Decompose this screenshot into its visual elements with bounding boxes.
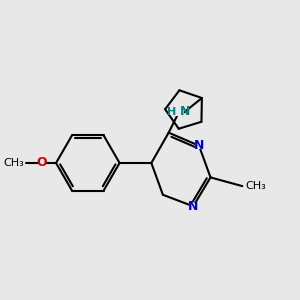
Text: N: N: [194, 139, 204, 152]
FancyBboxPatch shape: [38, 160, 45, 166]
Text: CH₃: CH₃: [4, 158, 24, 168]
Text: N: N: [180, 105, 190, 119]
Text: H: H: [167, 107, 176, 117]
Text: N: N: [188, 200, 198, 213]
FancyBboxPatch shape: [189, 203, 197, 209]
Text: CH₃: CH₃: [246, 181, 266, 191]
FancyBboxPatch shape: [173, 109, 184, 116]
FancyBboxPatch shape: [195, 142, 203, 149]
Text: O: O: [36, 157, 47, 169]
